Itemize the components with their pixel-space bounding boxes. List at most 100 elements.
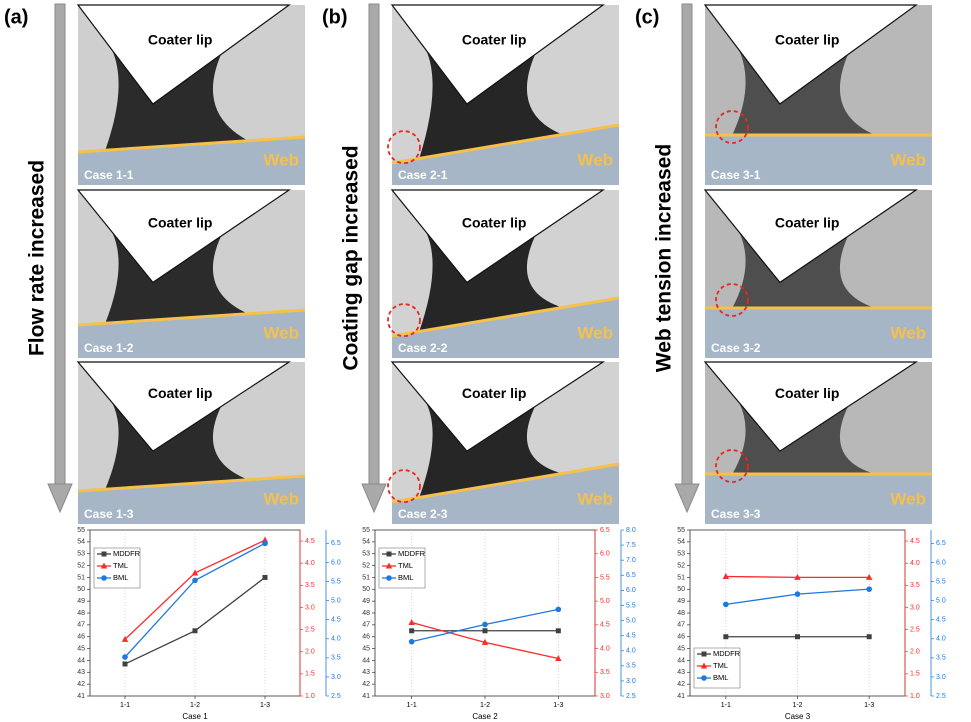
y2-tick-label: 2.5 bbox=[910, 626, 920, 633]
y3-tick-label: 5.0 bbox=[331, 597, 341, 604]
y2-tick-label: 4.0 bbox=[600, 645, 610, 652]
y3-tick-label: 3.0 bbox=[331, 674, 341, 681]
lip-label: Coater lip bbox=[775, 214, 840, 230]
y-tick-label: 50 bbox=[677, 586, 685, 593]
y3-tick-label: 3.5 bbox=[331, 655, 341, 662]
marker bbox=[386, 575, 392, 581]
y-tick-label: 43 bbox=[362, 669, 370, 676]
marker bbox=[723, 602, 729, 608]
arrow-head bbox=[675, 484, 699, 512]
arrow-text: Web tension increased bbox=[653, 144, 676, 372]
case-label: Case 1-3 bbox=[84, 507, 134, 521]
y-tick-label: 50 bbox=[362, 586, 370, 593]
y3-tick-label: 2.5 bbox=[626, 693, 636, 700]
y-tick-label: 54 bbox=[677, 539, 685, 546]
lip-label: Coater lip bbox=[148, 385, 213, 401]
lip-label: Coater lip bbox=[775, 32, 840, 48]
y-tick-label: 45 bbox=[362, 645, 370, 652]
panel-label: (b) bbox=[322, 6, 348, 28]
y3-tick-label: 8.0 bbox=[626, 527, 636, 534]
case-label: Case 2-3 bbox=[398, 507, 448, 521]
marker bbox=[795, 634, 800, 639]
y-tick-label: 48 bbox=[77, 610, 85, 617]
legend-label: MDDFR bbox=[113, 549, 141, 558]
x-tick-label: 1-1 bbox=[407, 702, 417, 709]
y3-tick-label: 5.5 bbox=[331, 578, 341, 585]
y-tick-label: 49 bbox=[677, 598, 685, 605]
y3-tick-label: 3.5 bbox=[626, 663, 636, 670]
web-label: Web bbox=[890, 150, 926, 169]
legend: MDDFRTMLBML bbox=[379, 548, 426, 588]
y3-tick-label: 6.5 bbox=[626, 572, 636, 579]
marker bbox=[122, 654, 128, 660]
case-label: Case 1-1 bbox=[84, 168, 134, 182]
y2-tick-label: 1.5 bbox=[910, 671, 920, 678]
marker bbox=[556, 628, 561, 633]
marker bbox=[483, 628, 488, 633]
y-tick-label: 55 bbox=[362, 527, 370, 534]
marker bbox=[482, 622, 488, 628]
y2-tick-label: 6.0 bbox=[600, 551, 610, 558]
y-tick-label: 43 bbox=[77, 669, 85, 676]
marker bbox=[556, 607, 562, 613]
y2-tick-label: 2.0 bbox=[305, 649, 315, 656]
y2-tick-label: 1.0 bbox=[305, 693, 315, 700]
marker bbox=[387, 552, 392, 557]
y2-tick-label: 4.5 bbox=[910, 538, 920, 545]
y3-tick-label: 7.0 bbox=[626, 557, 636, 564]
marker bbox=[409, 628, 414, 633]
arrow-shaft bbox=[55, 4, 65, 484]
y3-tick-label: 2.5 bbox=[331, 693, 341, 700]
x-axis-label: Case 1 bbox=[182, 712, 208, 721]
y3-tick-label: 6.0 bbox=[331, 559, 341, 566]
case-label: Case 3-2 bbox=[711, 341, 761, 355]
marker bbox=[263, 575, 268, 580]
y3-tick-label: 4.5 bbox=[936, 617, 946, 624]
y3-tick-label: 3.5 bbox=[936, 655, 946, 662]
y3-tick-label: 4.0 bbox=[626, 648, 636, 655]
marker bbox=[701, 675, 707, 681]
x-tick-label: 1-1 bbox=[120, 702, 130, 709]
arrow-text: Flow rate increased bbox=[26, 160, 49, 356]
y2-tick-label: 1.0 bbox=[910, 693, 920, 700]
y-tick-label: 53 bbox=[362, 551, 370, 558]
y-tick-label: 50 bbox=[77, 586, 85, 593]
y3-tick-label: 3.0 bbox=[936, 674, 946, 681]
legend: MDDFRTMLBML bbox=[694, 648, 741, 688]
y-tick-label: 53 bbox=[677, 551, 685, 558]
legend-label: BML bbox=[398, 573, 413, 582]
x-tick-label: 1-2 bbox=[792, 702, 802, 709]
y2-tick-label: 3.5 bbox=[305, 582, 315, 589]
marker bbox=[702, 652, 707, 657]
legend-label: BML bbox=[113, 573, 128, 582]
marker bbox=[723, 634, 728, 639]
y3-tick-label: 4.0 bbox=[331, 636, 341, 643]
x-axis-label: Case 2 bbox=[472, 712, 498, 721]
y-tick-label: 45 bbox=[677, 645, 685, 652]
lip-label: Coater lip bbox=[775, 385, 840, 401]
case-label: Case 1-2 bbox=[84, 341, 134, 355]
marker bbox=[408, 619, 414, 625]
y-tick-label: 44 bbox=[362, 657, 370, 664]
arrow-head bbox=[362, 484, 386, 512]
case-label: Case 2-1 bbox=[398, 168, 448, 182]
web-label: Web bbox=[890, 323, 926, 342]
x-axis-label: Case 3 bbox=[785, 712, 811, 721]
legend-label: TML bbox=[398, 561, 413, 570]
y2-tick-label: 4.5 bbox=[600, 622, 610, 629]
y-tick-label: 52 bbox=[677, 562, 685, 569]
y3-tick-label: 2.5 bbox=[936, 693, 946, 700]
y2-tick-label: 3.5 bbox=[910, 582, 920, 589]
arrow-head bbox=[48, 484, 72, 512]
y-tick-label: 51 bbox=[677, 574, 685, 581]
y-tick-label: 53 bbox=[77, 551, 85, 558]
web-label: Web bbox=[890, 489, 926, 508]
web-label: Web bbox=[577, 150, 613, 169]
y2-tick-label: 3.0 bbox=[600, 693, 610, 700]
y2-tick-label: 2.5 bbox=[305, 626, 315, 633]
y-tick-label: 42 bbox=[77, 681, 85, 688]
x-tick-label: 1-1 bbox=[721, 702, 731, 709]
marker bbox=[102, 552, 107, 557]
y3-tick-label: 7.5 bbox=[626, 542, 636, 549]
